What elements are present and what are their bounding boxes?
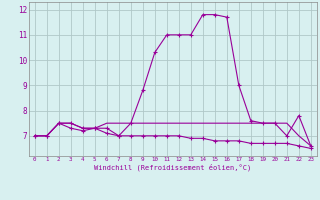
X-axis label: Windchill (Refroidissement éolien,°C): Windchill (Refroidissement éolien,°C) xyxy=(94,164,252,171)
